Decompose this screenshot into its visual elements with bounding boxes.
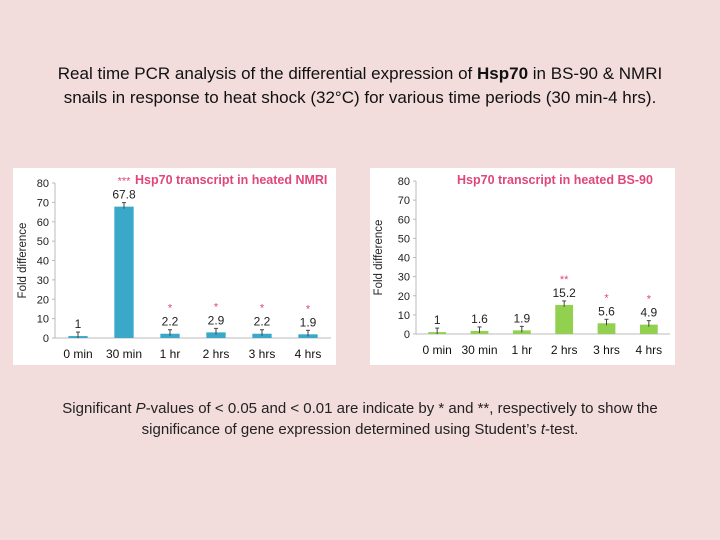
data-label: 4.9 <box>640 306 657 320</box>
significance-marker: * <box>168 303 173 315</box>
significance-marker: * <box>306 303 311 315</box>
y-tick-label: 60 <box>398 214 410 226</box>
x-tick-label: 30 min <box>106 347 142 361</box>
slide-title-line2: snails in response to heat shock (32°C) … <box>63 88 657 107</box>
bar <box>597 323 616 334</box>
caption-line1: Significant P-values of < 0.05 and < 0.0… <box>62 400 658 417</box>
bs90-bar-chart: Hsp70 transcript in heated BS-90 Fold dif… <box>373 173 670 357</box>
data-label: 2.9 <box>208 313 225 327</box>
chart-title: Hsp70 transcript in heated NMRI <box>135 173 327 187</box>
bar <box>114 206 134 338</box>
y-tick-label: 80 <box>398 176 410 188</box>
y-tick-label: 0 <box>43 333 49 345</box>
y-tick-label: 80 <box>37 178 49 190</box>
bar <box>639 324 658 334</box>
significance-marker: * <box>260 303 265 315</box>
y-tick-label: 20 <box>398 291 410 303</box>
x-tick-label: 4 hrs <box>635 343 662 357</box>
x-tick-label: 1 hr <box>511 343 532 357</box>
y-tick-label: 30 <box>37 275 49 287</box>
data-label: 1.9 <box>300 315 317 329</box>
gene-name: Hsp70 <box>477 64 529 83</box>
x-tick-label: 3 hrs <box>593 343 620 357</box>
slide-caption: Significant P-values of < 0.05 and < 0.0… <box>20 398 700 440</box>
y-tick-label: 30 <box>398 272 410 284</box>
significance-marker: ** <box>560 274 569 286</box>
x-tick-label: 30 min <box>461 343 497 357</box>
significance-marker: *** <box>118 176 132 188</box>
y-tick-label: 40 <box>398 253 410 265</box>
bar <box>252 333 272 338</box>
data-label: 1.6 <box>471 312 488 326</box>
bar <box>160 333 180 338</box>
nmri-bar-chart: Hsp70 transcript in heated NMRI Fold diff… <box>17 173 331 361</box>
y-axis-label: Fold difference <box>373 220 385 296</box>
y-tick-label: 20 <box>37 294 49 306</box>
x-tick-label: 3 hrs <box>249 347 276 361</box>
y-tick-label: 50 <box>37 236 49 248</box>
y-tick-label: 70 <box>37 197 49 209</box>
x-tick-label: 2 hrs <box>203 347 230 361</box>
data-label: 67.8 <box>112 188 136 202</box>
x-tick-label: 0 min <box>63 347 92 361</box>
y-tick-label: 40 <box>37 256 49 268</box>
data-label: 2.2 <box>162 315 179 329</box>
slide-title-line1: Real time PCR analysis of the differenti… <box>57 64 663 83</box>
significance-marker: * <box>214 301 219 313</box>
significance-marker: * <box>647 294 652 306</box>
bs90-chart-panel: Hsp70 transcript in heated BS-90 Fold dif… <box>370 168 675 365</box>
data-label: 1 <box>434 313 441 327</box>
data-label: 1 <box>75 317 82 331</box>
data-label: 1.9 <box>513 311 530 325</box>
nmri-chart-panel: Hsp70 transcript in heated NMRI Fold diff… <box>13 168 336 365</box>
x-tick-label: 2 hrs <box>551 343 578 357</box>
y-tick-label: 70 <box>398 195 410 207</box>
x-tick-label: 0 min <box>422 343 451 357</box>
data-label: 2.2 <box>254 315 271 329</box>
chart-title: Hsp70 transcript in heated BS-90 <box>457 173 653 187</box>
y-tick-label: 60 <box>37 217 49 229</box>
y-axis-label: Fold difference <box>17 223 29 299</box>
bar <box>206 332 226 338</box>
y-tick-label: 10 <box>398 310 410 322</box>
y-tick-label: 50 <box>398 233 410 245</box>
data-label: 15.2 <box>552 286 576 300</box>
significance-marker: * <box>604 292 609 304</box>
y-tick-label: 10 <box>37 314 49 326</box>
data-label: 5.6 <box>598 304 615 318</box>
x-tick-label: 4 hrs <box>295 347 322 361</box>
y-tick-label: 0 <box>404 329 410 341</box>
bar <box>555 304 574 334</box>
slide-title: Real time PCR analysis of the differenti… <box>0 62 720 110</box>
x-tick-label: 1 hr <box>160 347 181 361</box>
caption-line2: significance of gene expression determin… <box>141 421 579 438</box>
